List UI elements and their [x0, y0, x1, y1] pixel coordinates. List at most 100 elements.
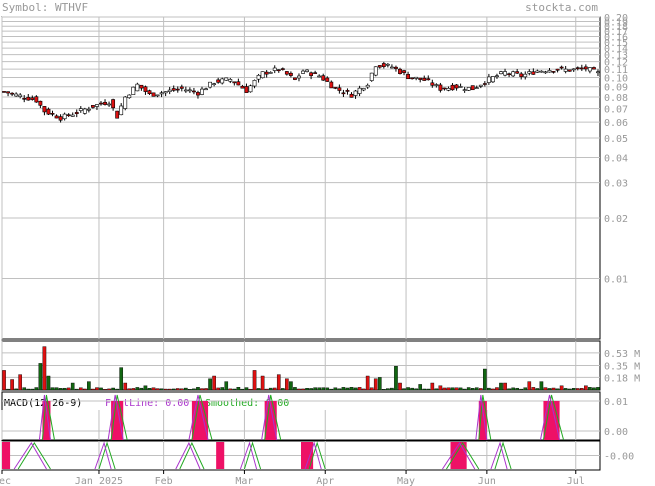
macd-fast-line: [188, 394, 209, 441]
volume-bar: [442, 387, 447, 391]
volume-bar: [345, 387, 350, 391]
candle-body: [78, 108, 83, 111]
volume-bar: [99, 387, 103, 391]
volume-bar: [418, 384, 423, 391]
candle-body: [34, 96, 39, 103]
volume-tick-label: 0.53 M: [604, 349, 640, 360]
candle-body: [389, 66, 394, 69]
candle-body: [86, 108, 91, 111]
volume-bar: [555, 388, 560, 391]
candle-body: [313, 72, 318, 74]
candle-body: [284, 71, 289, 75]
macd-smoothed-line: [478, 394, 492, 441]
candle-body: [50, 113, 55, 115]
candle-body: [507, 73, 512, 76]
stoch-fast-line: [442, 442, 476, 470]
stoch-fast-line: [94, 441, 112, 470]
price-tick-label: 0.20: [604, 13, 628, 24]
x-tick-label: Apr: [316, 476, 334, 486]
candle-body: [228, 79, 233, 82]
candle-body: [365, 84, 370, 88]
volume-bar: [369, 387, 374, 391]
volume-bar: [357, 387, 362, 391]
price-frame: [1, 16, 601, 340]
symbol-label: Symbol: WTHVF: [2, 1, 88, 14]
volume-bar: [422, 388, 427, 391]
macd-smoothed-line: [41, 394, 55, 441]
candle-body: [325, 77, 330, 82]
candle-body: [499, 71, 503, 75]
volume-bar: [83, 388, 87, 391]
stoch-highlight: [301, 442, 314, 469]
candle-body: [458, 86, 463, 88]
candle-body: [14, 93, 19, 97]
candle-body: [220, 78, 225, 84]
candle-body: [236, 81, 241, 86]
volume-tick-label: 0.35 M: [604, 362, 640, 373]
volume-bar: [559, 385, 564, 391]
volume-bar: [466, 387, 471, 391]
volume-bar: [38, 363, 43, 391]
volume-bar: [163, 388, 168, 391]
volume-bar: [119, 367, 124, 391]
volume-bar: [151, 387, 156, 391]
candle-body: [268, 72, 273, 74]
candle-body: [519, 73, 524, 77]
price-tick-label: 0.15: [604, 38, 628, 49]
stoch-smoothed-line: [446, 442, 480, 470]
volume-bar: [414, 388, 418, 391]
stoch-fast-line: [490, 441, 508, 470]
x-tick-label: Jan 2025: [75, 476, 123, 486]
candle-body: [163, 91, 168, 94]
volume-bar: [184, 387, 188, 391]
candle-body: [179, 86, 184, 89]
volume-bar: [515, 387, 519, 391]
volume-bar: [309, 388, 313, 391]
volume-bar: [567, 388, 572, 391]
candle-body: [426, 78, 431, 81]
volume-bar: [272, 387, 277, 391]
volume-bar: [434, 388, 439, 391]
volume-bar: [252, 370, 257, 391]
price-tick-label: 0.03: [604, 179, 628, 190]
candle-body: [99, 102, 103, 105]
candle-body: [466, 87, 471, 91]
candle-body: [95, 104, 99, 107]
volume-bar: [333, 387, 338, 391]
candle-body: [54, 115, 59, 119]
volume-bar: [438, 385, 443, 391]
volume-bar: [361, 388, 366, 391]
volume-bar: [523, 387, 528, 391]
volume-bar: [446, 387, 451, 391]
candle-body: [6, 91, 10, 94]
volume-bar: [410, 387, 414, 391]
price-tick-label: 0.06: [604, 118, 628, 129]
candle-body: [183, 89, 188, 92]
candle-body: [402, 70, 406, 73]
candle-body: [373, 66, 378, 76]
volume-bar: [46, 375, 51, 391]
candle-body: [119, 105, 124, 116]
candle-body: [276, 69, 281, 72]
candle-body: [333, 87, 338, 89]
x-axis: Dec Jan 2025 Feb Mar Apr May Jun Jul: [0, 470, 585, 486]
volume-bar: [547, 388, 552, 391]
candle-body: [42, 106, 47, 113]
volume-bar: [240, 388, 245, 391]
volume-bar: [260, 375, 265, 391]
candle-body: [438, 84, 443, 91]
candle-body: [280, 68, 285, 70]
macd-highlight: [543, 401, 560, 440]
candle-body: [212, 83, 217, 85]
candle-body: [369, 72, 374, 81]
site-label: stockta.com: [525, 1, 598, 14]
candle-body: [430, 82, 435, 86]
volume-bar: [127, 388, 132, 391]
volume-bar: [2, 370, 6, 391]
stoch-highlight: [216, 442, 225, 469]
volume-bar: [402, 388, 406, 391]
price-tick-label: 0.02: [604, 214, 628, 225]
volume-bar: [483, 368, 487, 391]
volume-bar: [232, 388, 237, 391]
volume-bar: [329, 388, 334, 391]
